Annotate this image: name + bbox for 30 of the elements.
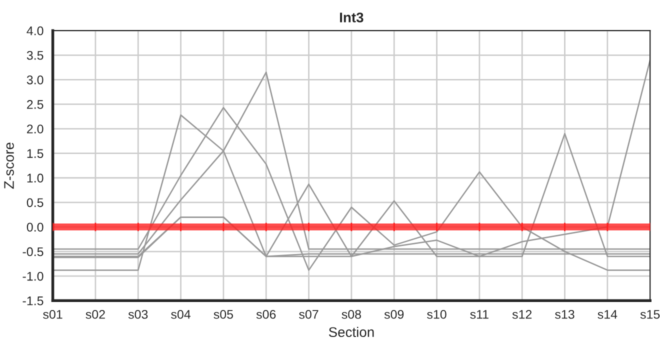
y-axis-title: Z-score <box>4 142 14 189</box>
x-axis-title: Section <box>328 326 374 338</box>
y-tick-label: 0.5 <box>26 198 44 208</box>
x-tick-label: s04 <box>171 310 191 319</box>
x-tick-label: s01 <box>43 310 62 319</box>
x-tick-label: s06 <box>256 310 276 319</box>
y-tick-label: 2.5 <box>27 100 44 109</box>
y-tick-label: 4.0 <box>26 26 44 36</box>
y-tick-label: 1.5 <box>27 149 44 158</box>
x-tick-label: s08 <box>342 310 361 319</box>
x-tick-label: s13 <box>555 310 574 319</box>
y-tick-label: 3.0 <box>26 75 44 84</box>
x-tick-label: s07 <box>299 310 318 319</box>
y-tick-label: 3.5 <box>26 50 44 60</box>
x-tick-label: s15 <box>640 310 660 319</box>
x-tick-label: s12 <box>512 310 532 319</box>
y-tick-label: -1.5 <box>22 296 44 306</box>
y-tick-label: 0.0 <box>26 222 44 232</box>
x-tick-label: s02 <box>86 310 105 319</box>
chart-title: Int3 <box>340 12 364 22</box>
x-tick-label: s10 <box>427 310 446 319</box>
x-tick-label: s03 <box>128 310 148 319</box>
x-tick-label: s09 <box>384 310 404 319</box>
x-tick-label: s14 <box>598 310 618 319</box>
y-tick-label: -0.5 <box>22 247 44 256</box>
y-tick-label: -1.0 <box>22 272 44 281</box>
y-tick-label: 2.0 <box>27 124 44 134</box>
x-tick-label: s11 <box>470 310 488 319</box>
x-tick-label: s05 <box>214 310 234 319</box>
y-tick-label: 1.0 <box>27 174 44 183</box>
